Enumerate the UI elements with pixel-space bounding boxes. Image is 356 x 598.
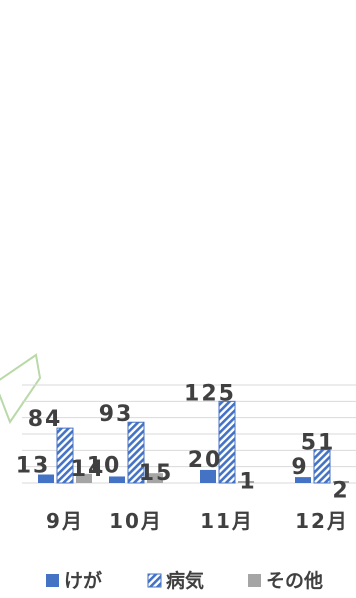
data-label: 20 <box>188 448 223 473</box>
bar-けが-10月 <box>109 476 125 483</box>
legend-label: 病気 <box>166 569 204 592</box>
legend-swatch <box>248 574 261 587</box>
bar-けが-12月 <box>295 477 311 483</box>
x-tick-label: 12月 <box>295 509 349 533</box>
x-tick-label: 9月 <box>46 509 84 533</box>
data-label: 51 <box>301 431 336 456</box>
bar-けが-11月 <box>200 469 216 483</box>
bar-その他-9月 <box>76 473 92 483</box>
legend-swatch <box>147 573 162 588</box>
bar-病気-10月 <box>127 421 145 484</box>
data-label: 10 <box>87 453 122 478</box>
bars <box>38 400 349 484</box>
x-tick-label: 10月 <box>109 509 163 533</box>
legend-swatch <box>46 574 59 587</box>
callout-outline <box>0 353 42 425</box>
data-label: 14 <box>71 457 106 482</box>
data-label: 13 <box>16 454 51 479</box>
data-label: 2 <box>332 479 349 504</box>
data-label: 9 <box>291 455 308 480</box>
bar-病気-12月 <box>313 449 331 484</box>
data-labels: 13 10 20 9 84 93 125 51 14 15 1 2 <box>16 381 349 504</box>
x-tick-label: 11月 <box>200 509 254 533</box>
data-label: 84 <box>28 407 63 432</box>
data-label: 125 <box>184 381 236 406</box>
legend-label: けが <box>64 569 102 592</box>
legend: けが 病気 その他 <box>46 569 323 592</box>
bar-病気-9月 <box>56 427 74 484</box>
bar-その他-11月 <box>238 481 254 483</box>
legend-label: その他 <box>266 569 323 592</box>
x-tick-labels: 9月 10月 11月 12月 <box>46 509 349 533</box>
bar-その他-10月 <box>147 473 163 483</box>
data-label: 1 <box>239 469 256 494</box>
data-label: 15 <box>139 461 174 486</box>
bar-けが-9月 <box>38 474 54 483</box>
bar-その他-12月 <box>333 481 349 483</box>
data-label: 93 <box>99 402 134 427</box>
bar-病気-11月 <box>218 400 236 484</box>
